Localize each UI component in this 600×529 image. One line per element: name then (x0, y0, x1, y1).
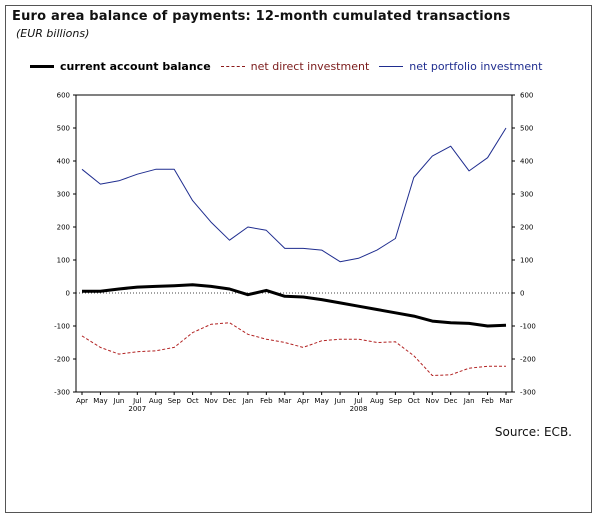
x-year-label: 2007 (128, 405, 146, 413)
x-tick-label: Nov (425, 397, 439, 405)
legend-swatch-current-account (30, 64, 54, 68)
y-tick-label-left: -100 (54, 323, 70, 331)
y-tick-label-left: 200 (57, 224, 70, 232)
x-tick-label: Sep (389, 397, 403, 405)
x-tick-label: Aug (370, 397, 384, 405)
legend-item-direct-investment: net direct investment (220, 59, 370, 73)
source-note: Source: ECB. (494, 425, 572, 439)
y-tick-label-left: 0 (66, 290, 70, 298)
x-tick-label: Jul (353, 397, 363, 405)
y-tick-label-right: -100 (520, 323, 536, 331)
x-year-label: 2008 (350, 405, 368, 413)
plot-area-border (75, 94, 513, 393)
y-tick-label-left: -300 (54, 389, 70, 397)
y-tick-label-right: 0 (520, 290, 524, 298)
x-tick-label: Apr (76, 397, 88, 405)
y-tick-label-right: -300 (520, 389, 536, 397)
x-tick-label: Jun (112, 397, 124, 405)
legend-label-current-account: current account balance (60, 59, 211, 73)
y-tick-label-right: 500 (520, 125, 533, 133)
legend-item-current-account: current account balance (30, 60, 211, 73)
x-tick-label: May (93, 397, 107, 405)
x-tick-label: Apr (297, 397, 309, 405)
x-tick-label: Dec (444, 397, 458, 405)
y-tick-label-left: -200 (54, 356, 70, 364)
series-current-account-line (82, 283, 507, 328)
y-tick-label-right: 400 (520, 158, 533, 166)
legend-swatch-direct-investment (220, 65, 245, 67)
x-tick-label: Feb (260, 397, 273, 405)
series-portfolio-investment-line (81, 127, 507, 263)
x-tick-label: Jan (242, 397, 254, 405)
chart-title: Euro area balance of payments: 12-month … (12, 9, 511, 24)
y-tick-label-right: -200 (520, 356, 536, 364)
x-tick-label: Jun (334, 397, 346, 405)
y-tick-label-left: 300 (57, 191, 70, 199)
x-tick-label: Jul (132, 397, 142, 405)
x-tick-label: Nov (204, 397, 218, 405)
chart-legend: current account balance net direct inves… (30, 58, 552, 74)
x-tick-label: Jan (463, 397, 475, 405)
y-tick-label-left: 100 (57, 257, 70, 265)
x-tick-label: Dec (223, 397, 237, 405)
x-tick-label: Feb (481, 397, 494, 405)
y-tick-label-left: 400 (57, 158, 70, 166)
x-tick-label: Oct (187, 397, 199, 405)
chart-frame (5, 5, 592, 513)
y-tick-label-left: 500 (57, 125, 70, 133)
x-tick-label: Mar (499, 397, 512, 405)
line-chart: -300 -300 -200 -200 -100 -100 0 0 100 100 200 200 30… (54, 92, 536, 414)
y-tick-label-left: 600 (57, 92, 70, 100)
x-tick-label: Mar (278, 397, 291, 405)
series-direct-investment-line (81, 322, 506, 376)
x-tick-label: Sep (168, 397, 182, 405)
legend-label-portfolio-investment: net portfolio investment (409, 59, 543, 73)
chart-subtitle: (EUR billions) (16, 27, 90, 40)
x-tick-label: May (314, 397, 328, 405)
y-tick-label-right: 600 (520, 92, 533, 100)
legend-item-portfolio-investment: net portfolio investment (379, 60, 542, 73)
x-tick-label: Aug (149, 397, 163, 405)
legend-swatch-portfolio-investment (379, 65, 404, 67)
x-tick-label: Oct (408, 397, 420, 405)
legend-label-direct-investment: net direct investment (250, 59, 370, 73)
y-tick-label-right: 200 (520, 224, 533, 232)
y-tick-label-right: 100 (520, 257, 533, 265)
y-tick-label-right: 300 (520, 191, 533, 199)
